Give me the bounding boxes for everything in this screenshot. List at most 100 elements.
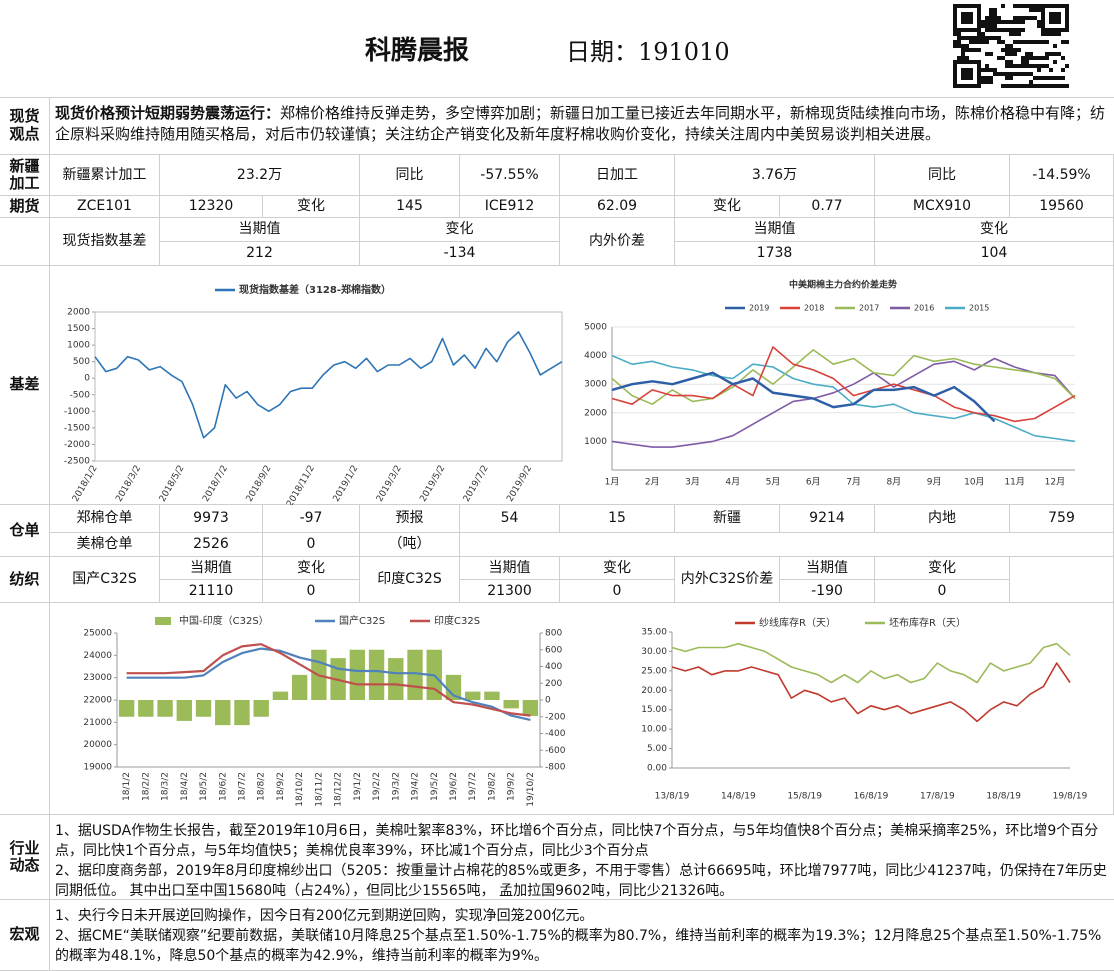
table-cell: -190	[780, 580, 875, 603]
table-cell: 变化	[875, 218, 1114, 242]
chart: 1000 2000 3000 4000 5000 1月 2月 3月 4月 5月 6月 7月 8月 9月 10…	[584, 279, 1076, 488]
table-cell: 当期值	[160, 557, 263, 580]
table-cell: MCX910	[875, 196, 1010, 218]
section-label: 宏观	[0, 900, 50, 971]
table-cell: 0	[263, 533, 360, 557]
y-tick-label: 0	[84, 374, 90, 384]
y-tick-label: 1500	[67, 324, 90, 334]
x-tick-label: 18/2/2	[141, 772, 151, 801]
bar	[388, 658, 404, 700]
y2-tick-label: 0	[545, 696, 551, 706]
x-tick-label: 9月	[927, 477, 942, 488]
paragraph: 2、据印度商务部，2019年8月印度棉纱出口（5205：按重量计占棉花的85%或…	[55, 863, 1107, 899]
y-tick-label: 35.00	[641, 628, 667, 638]
chart: 0.00 5.00 10.00 15.00 20.00 25.00 30.00 35.00 13…	[641, 616, 1087, 802]
x-tick-label: 13/8/19	[655, 792, 690, 802]
x-tick-label: 19/7/2	[468, 772, 478, 801]
x-tick-label: 19/4/2	[411, 772, 421, 801]
x-tick-label: 1月	[605, 477, 620, 488]
x-tick-label: 3月	[685, 477, 700, 488]
bar	[195, 700, 212, 717]
spot-view: 现货价格预计短期弱势震荡运行：郑棉价格维持反弹走势，多空博弈加剧；新疆日加工量已…	[50, 97, 1114, 155]
y2-tick-label: 400	[545, 662, 562, 672]
paragraph: 2、据CME“美联储观察”纪要前数据，美联储10月降息25个基点至1.50%-1…	[55, 928, 1102, 964]
bar	[118, 700, 135, 717]
x-tick-label: 14/8/19	[721, 792, 756, 802]
series-line	[94, 331, 563, 439]
x-tick-label: 19/1/2	[353, 772, 363, 801]
table-cell: 变化	[560, 557, 675, 580]
x-tick-label: 16/8/19	[854, 792, 889, 802]
table-cell: 0	[263, 580, 360, 603]
y-tick-label: 0.00	[647, 764, 667, 774]
y-tick-label: 3000	[584, 380, 607, 390]
y-tick-label: 22000	[83, 696, 112, 706]
x-tick-label: 17/8/19	[920, 792, 955, 802]
x-tick-label: 18/11/2	[314, 772, 324, 807]
table-cell: 62.09	[560, 196, 675, 218]
x-tick-label: 18/9/2	[276, 772, 286, 801]
section-label: 纺织	[0, 557, 50, 603]
table-cell: 预报	[360, 505, 460, 533]
section-label: 基差	[0, 266, 50, 505]
legend-swatch	[155, 617, 171, 625]
x-tick-label: 2019/5/2	[418, 464, 447, 504]
table-cell: 现货指数基差	[50, 218, 160, 266]
table-cell: 21300	[460, 580, 560, 603]
table-cell	[1010, 557, 1114, 603]
chart-title: 中美期棉主力合约价差走势	[789, 279, 897, 291]
table-cell: 21110	[160, 580, 263, 603]
y-tick-label: -2500	[64, 457, 90, 467]
report-title: 科腾晨报	[365, 36, 470, 66]
bar	[272, 691, 289, 700]
y2-tick-label: -200	[545, 712, 566, 722]
table-cell: 145	[360, 196, 460, 218]
table-cell: 0	[875, 580, 1010, 603]
x-tick-label: 18/8/2	[257, 772, 267, 801]
table-cell: -134	[360, 242, 560, 266]
series-line	[611, 346, 1076, 423]
y-tick-label: -2000	[64, 440, 90, 450]
y-tick-label: -1500	[64, 423, 90, 433]
table-cell: 同比	[875, 155, 1010, 196]
legend-label: 2019	[749, 304, 769, 313]
x-tick-label: 2019/9/2	[505, 464, 534, 504]
legend-label: 2017	[859, 304, 879, 313]
series-line	[611, 354, 1076, 443]
qr-code	[953, 4, 1069, 88]
table-cell: 国产C32S	[50, 557, 160, 603]
y-tick-label: -1000	[64, 407, 90, 417]
section-label	[0, 218, 50, 266]
table-cell: 当期值	[675, 218, 875, 242]
legend-label: 印度C32S	[434, 614, 480, 627]
legend-label: 国产C32S	[339, 614, 385, 627]
y2-tick-label: 200	[545, 679, 562, 689]
y-tick-label: 1000	[584, 437, 607, 447]
table-cell: 当期值	[460, 557, 560, 580]
table-cell: 变化	[360, 218, 560, 242]
y-tick-label: 23000	[83, 673, 112, 683]
series-line	[126, 643, 531, 717]
y2-tick-label: 600	[545, 645, 562, 655]
table-cell: 新疆累计加工	[50, 155, 160, 196]
x-tick-label: 5月	[766, 477, 781, 488]
chart: -2500 -2000 -1500 -1000 -500 0 500 1000 1500 2000…	[64, 283, 563, 505]
x-tick-label: 2019/3/2	[375, 464, 404, 504]
table-cell: 印度C32S	[360, 557, 460, 603]
table-cell: 12320	[160, 196, 263, 218]
section-label: 新疆加工	[0, 155, 50, 196]
table-cell: 104	[875, 242, 1114, 266]
table-cell	[460, 533, 1114, 557]
bar	[522, 700, 539, 716]
legend-label: 纱线库存R（天）	[759, 616, 836, 629]
table-cell: 变化	[675, 196, 780, 218]
y2-tick-label: 800	[545, 629, 562, 639]
table-cell: 新疆	[675, 505, 780, 533]
y-tick-label: 500	[73, 357, 90, 367]
y-tick-label: -500	[70, 390, 91, 400]
y-tick-label: 21000	[83, 718, 112, 728]
x-tick-label: 2018/7/2	[201, 464, 230, 504]
x-tick-label: 12月	[1045, 477, 1065, 488]
x-tick-label: 7月	[846, 477, 861, 488]
section-label: 行业动态	[0, 815, 50, 900]
